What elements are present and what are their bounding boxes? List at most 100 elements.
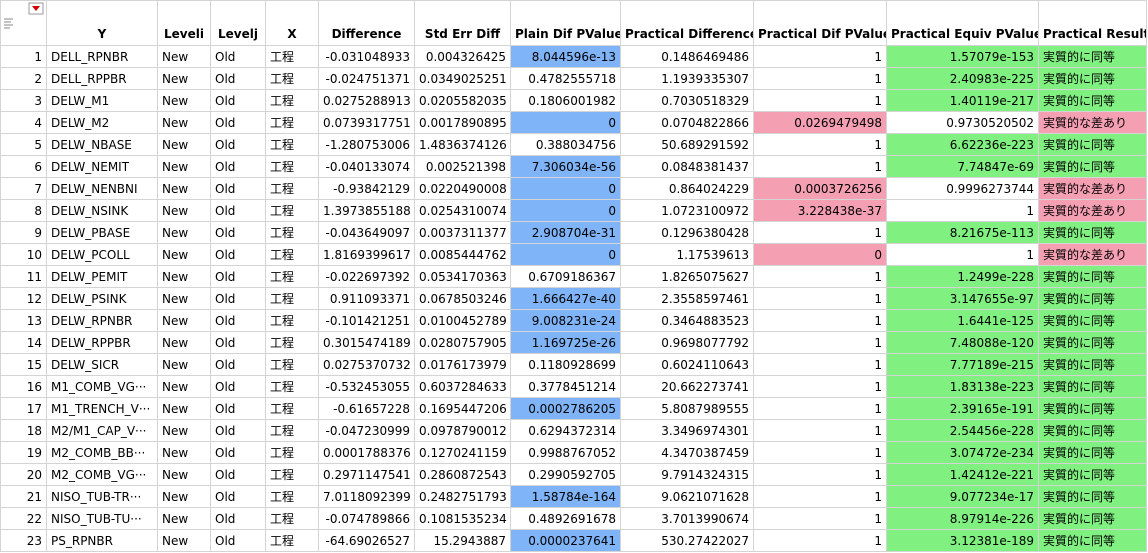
cell: 1 (753, 89, 887, 112)
cell: 工程 (265, 441, 319, 464)
column-header: Levelj (210, 0, 266, 46)
cell: 実質的に同等 (1038, 309, 1147, 332)
cell: 1.42412e-221 (886, 463, 1039, 486)
column-header: Plain Dif PValue (510, 0, 621, 46)
cell: 実質的な差あり (1038, 243, 1147, 266)
cell: 1.0723100972 (620, 199, 754, 222)
cell: Old (210, 287, 266, 310)
cell: New (157, 89, 211, 112)
cell: 0.9698077792 (620, 331, 754, 354)
cell: 1 (753, 419, 887, 442)
row-number: 16 (0, 375, 47, 398)
cell: 8.97914e-226 (886, 507, 1039, 530)
cell: Old (210, 265, 266, 288)
cell: M2/M1_CAP_V··· (46, 419, 158, 442)
cell: New (157, 45, 211, 68)
cell: 実質的な差あり (1038, 177, 1147, 200)
cell: -0.022697392 (318, 265, 415, 288)
cell: 0.6037284633 (414, 375, 511, 398)
cell: 1.8265075627 (620, 265, 754, 288)
column-header: Practical Difference (620, 0, 754, 46)
cell: 0.0275370732 (318, 353, 415, 376)
cell: 7.306034e-56 (510, 155, 621, 178)
cell: 0 (510, 243, 621, 266)
cell: 1.17539613 (620, 243, 754, 266)
row-number: 4 (0, 111, 47, 134)
cell: 0.6024110643 (620, 353, 754, 376)
cell: Old (210, 375, 266, 398)
cell: 工程 (265, 177, 319, 200)
cell: 1.6441e-125 (886, 309, 1039, 332)
cell: 0.0349025251 (414, 67, 511, 90)
cell: 1 (753, 485, 887, 508)
cell: 0.004326425 (414, 45, 511, 68)
table-row: 14 DELW_RPPBR New Old 工程 0.3015474189 0.028075… (0, 331, 1147, 354)
cell: 1 (753, 155, 887, 178)
column-header: Std Err Diff (414, 0, 511, 46)
cell: New (157, 397, 211, 420)
cell: 3.3496974301 (620, 419, 754, 442)
row-number: 13 (0, 309, 47, 332)
table-menu-icons[interactable] (1, 1, 45, 45)
cell: Old (210, 331, 266, 354)
cell: DELL_RPPBR (46, 67, 158, 90)
cell: 20.662273741 (620, 375, 754, 398)
cell: New (157, 309, 211, 332)
cell: 工程 (265, 155, 319, 178)
cell: 0.0678503246 (414, 287, 511, 310)
cell: 工程 (265, 485, 319, 508)
cell: Old (210, 353, 266, 376)
cell: 3.228438e-37 (753, 199, 887, 222)
cell: 0.3778451214 (510, 375, 621, 398)
cell: New (157, 111, 211, 134)
cell: 1 (753, 67, 887, 90)
cell: 実質的に同等 (1038, 507, 1147, 530)
cell: Old (210, 67, 266, 90)
cell: New (157, 287, 211, 310)
cell: 0.0254310074 (414, 199, 511, 222)
cell: 0.2990592705 (510, 463, 621, 486)
cell: 1 (753, 287, 887, 310)
cell: 1.666427e-40 (510, 287, 621, 310)
cell: 8.044596e-13 (510, 45, 621, 68)
row-number: 10 (0, 243, 47, 266)
cell: 0.2971147541 (318, 463, 415, 486)
cell: 0.0002786205 (510, 397, 621, 420)
row-number: 20 (0, 463, 47, 486)
cell: 0.0739317751 (318, 111, 415, 134)
cell: DELW_M2 (46, 111, 158, 134)
cell: Old (210, 155, 266, 178)
cell: 0.002521398 (414, 155, 511, 178)
cell: 実質的に同等 (1038, 67, 1147, 90)
cell: -0.101421251 (318, 309, 415, 332)
cell: -0.040133074 (318, 155, 415, 178)
cell: 実質的に同等 (1038, 221, 1147, 244)
column-header: Practical Dif PValue (753, 0, 887, 46)
cell: 1 (753, 441, 887, 464)
cell: -0.532453055 (318, 375, 415, 398)
cell: 1.58784e-164 (510, 485, 621, 508)
cell: Old (210, 199, 266, 222)
row-number: 3 (0, 89, 47, 112)
table-row: 23 PS_RPNBR New Old 工程 -64.69026527 15.2943887… (0, 529, 1147, 552)
cell: 実質的に同等 (1038, 397, 1147, 420)
cell: 実質的に同等 (1038, 287, 1147, 310)
cell: 0.1081535234 (414, 507, 511, 530)
cell: 15.2943887 (414, 529, 511, 552)
cell: 0.4782555718 (510, 67, 621, 90)
cell: 1 (753, 375, 887, 398)
cell: 0.9988767052 (510, 441, 621, 464)
cell: 3.12381e-189 (886, 529, 1039, 552)
cell: M1_COMB_VG··· (46, 375, 158, 398)
table-row: 11 DELW_PEMIT New Old 工程 -0.022697392 0.053417… (0, 265, 1147, 288)
cell: 1 (753, 331, 887, 354)
cell: 7.74847e-69 (886, 155, 1039, 178)
table-row: 10 DELW_PCOLL New Old 工程 1.8169399617 0.008544… (0, 243, 1147, 266)
cell: 1.169725e-26 (510, 331, 621, 354)
row-number: 19 (0, 441, 47, 464)
cell: 0.3464883523 (620, 309, 754, 332)
cell: NISO_TUB-TR··· (46, 485, 158, 508)
cell: 工程 (265, 529, 319, 552)
cell: 2.40983e-225 (886, 67, 1039, 90)
